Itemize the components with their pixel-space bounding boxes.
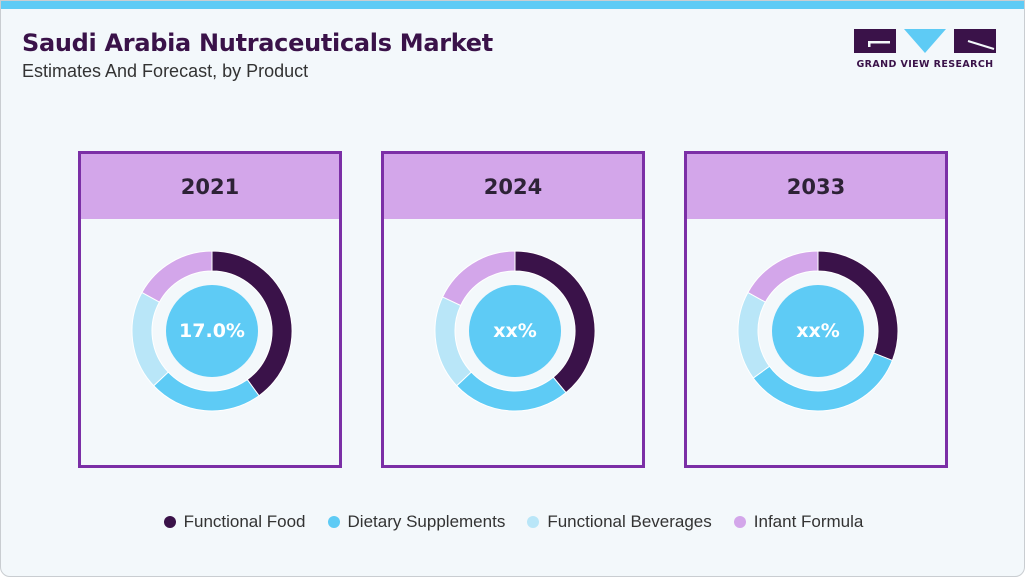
year-card-2033: 2033 xx% xyxy=(684,151,948,468)
card-year-label: 2033 xyxy=(687,154,945,219)
legend-dot-icon xyxy=(163,516,176,528)
center-value: xx% xyxy=(493,320,537,342)
legend-item-functional-food: Functional Food xyxy=(163,512,306,532)
card-year-label: 2021 xyxy=(81,154,339,219)
legend-item-dietary-supplements: Dietary Supplements xyxy=(327,512,506,532)
legend-label: Functional Food xyxy=(183,512,306,531)
logo-text: GRAND VIEW RESEARCH xyxy=(856,59,994,70)
legend-dot-icon xyxy=(733,516,746,528)
donut-segment xyxy=(141,250,213,303)
center-value: 17.0% xyxy=(179,320,245,342)
donut-chart: xx% xyxy=(434,250,596,412)
donut-segment xyxy=(441,250,516,307)
legend-label: Dietary Supplements xyxy=(347,512,506,531)
legend-dot-icon xyxy=(527,516,540,528)
legend-label: Infant Formula xyxy=(753,512,864,531)
legend-item-infant-formula: Infant Formula xyxy=(733,512,864,532)
center-circle xyxy=(166,285,258,377)
top-accent-bar xyxy=(1,1,1024,9)
donut-svg xyxy=(434,250,596,412)
card-year-label: 2024 xyxy=(384,154,642,219)
grand-view-research-logo: GRAND VIEW RESEARCH xyxy=(854,29,996,73)
legend-dot-icon xyxy=(327,516,340,528)
chart-subtitle: Estimates And Forecast, by Product xyxy=(22,61,309,81)
donut-segment xyxy=(747,250,819,303)
gvr-logo-icon xyxy=(854,29,996,53)
year-card-2024: 2024 xx% xyxy=(381,151,645,468)
center-circle xyxy=(772,285,864,377)
donut-chart: xx% xyxy=(737,250,899,412)
center-circle xyxy=(469,285,561,377)
donut-chart: 17.0% xyxy=(131,250,293,412)
donut-svg xyxy=(737,250,899,412)
chart-title: Saudi Arabia Nutraceuticals Market xyxy=(22,29,493,57)
legend-label: Functional Beverages xyxy=(547,512,712,531)
donut-svg xyxy=(131,250,293,412)
chart-legend: Functional Food Dietary Supplements Func… xyxy=(1,512,1024,532)
year-card-2021: 2021 17.0% xyxy=(78,151,342,468)
legend-item-functional-beverages: Functional Beverages xyxy=(527,512,712,532)
center-value: xx% xyxy=(796,320,840,342)
